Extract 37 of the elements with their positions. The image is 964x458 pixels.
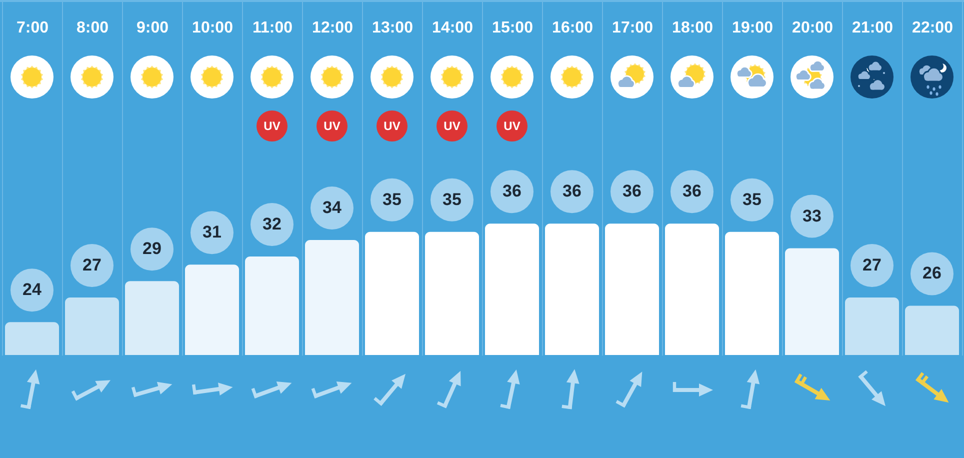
data-label: 34 [322,198,342,218]
x-tick-label: 20:00 [792,20,834,36]
x-tick-label: 22:00 [912,20,954,36]
x-tick-label: 10:00 [192,20,234,36]
annotation: UV [324,119,340,133]
x-tick-label: 14:00 [432,20,474,36]
x-tick-label: 13:00 [372,20,414,36]
x-tick-label: 7:00 [16,20,49,36]
x-tick-label: 12:00 [312,20,354,36]
annotation: UV [444,119,460,133]
annotation: UV [504,119,520,133]
data-label: 27 [862,256,882,275]
x-tick-label: 17:00 [612,20,654,36]
data-label: 35 [382,190,402,209]
data-label: 35 [442,190,462,209]
x-tick-label: 19:00 [732,20,774,36]
x-tick-label: 11:00 [252,20,293,36]
data-label: 36 [682,182,702,201]
data-label: 29 [142,239,162,258]
x-tick-label: 8:00 [76,20,109,36]
data-label: 32 [262,214,282,234]
data-label: 24 [22,280,42,300]
x-tick-label: 16:00 [552,20,594,36]
data-label: 36 [562,182,582,201]
data-label: 27 [82,256,102,275]
data-label: 26 [922,264,942,283]
data-label: 35 [742,190,762,209]
x-tick-label: 21:00 [852,20,894,36]
annotation: UV [264,119,280,133]
x-tick-label: 15:00 [492,20,534,36]
data-label: 36 [502,182,522,201]
data-label: 33 [802,206,822,226]
annotation: UV [384,119,400,133]
x-tick-label: 18:00 [672,20,714,36]
x-tick-label: 9:00 [136,20,169,36]
data-label: 36 [622,182,642,201]
data-label: 31 [202,222,222,242]
